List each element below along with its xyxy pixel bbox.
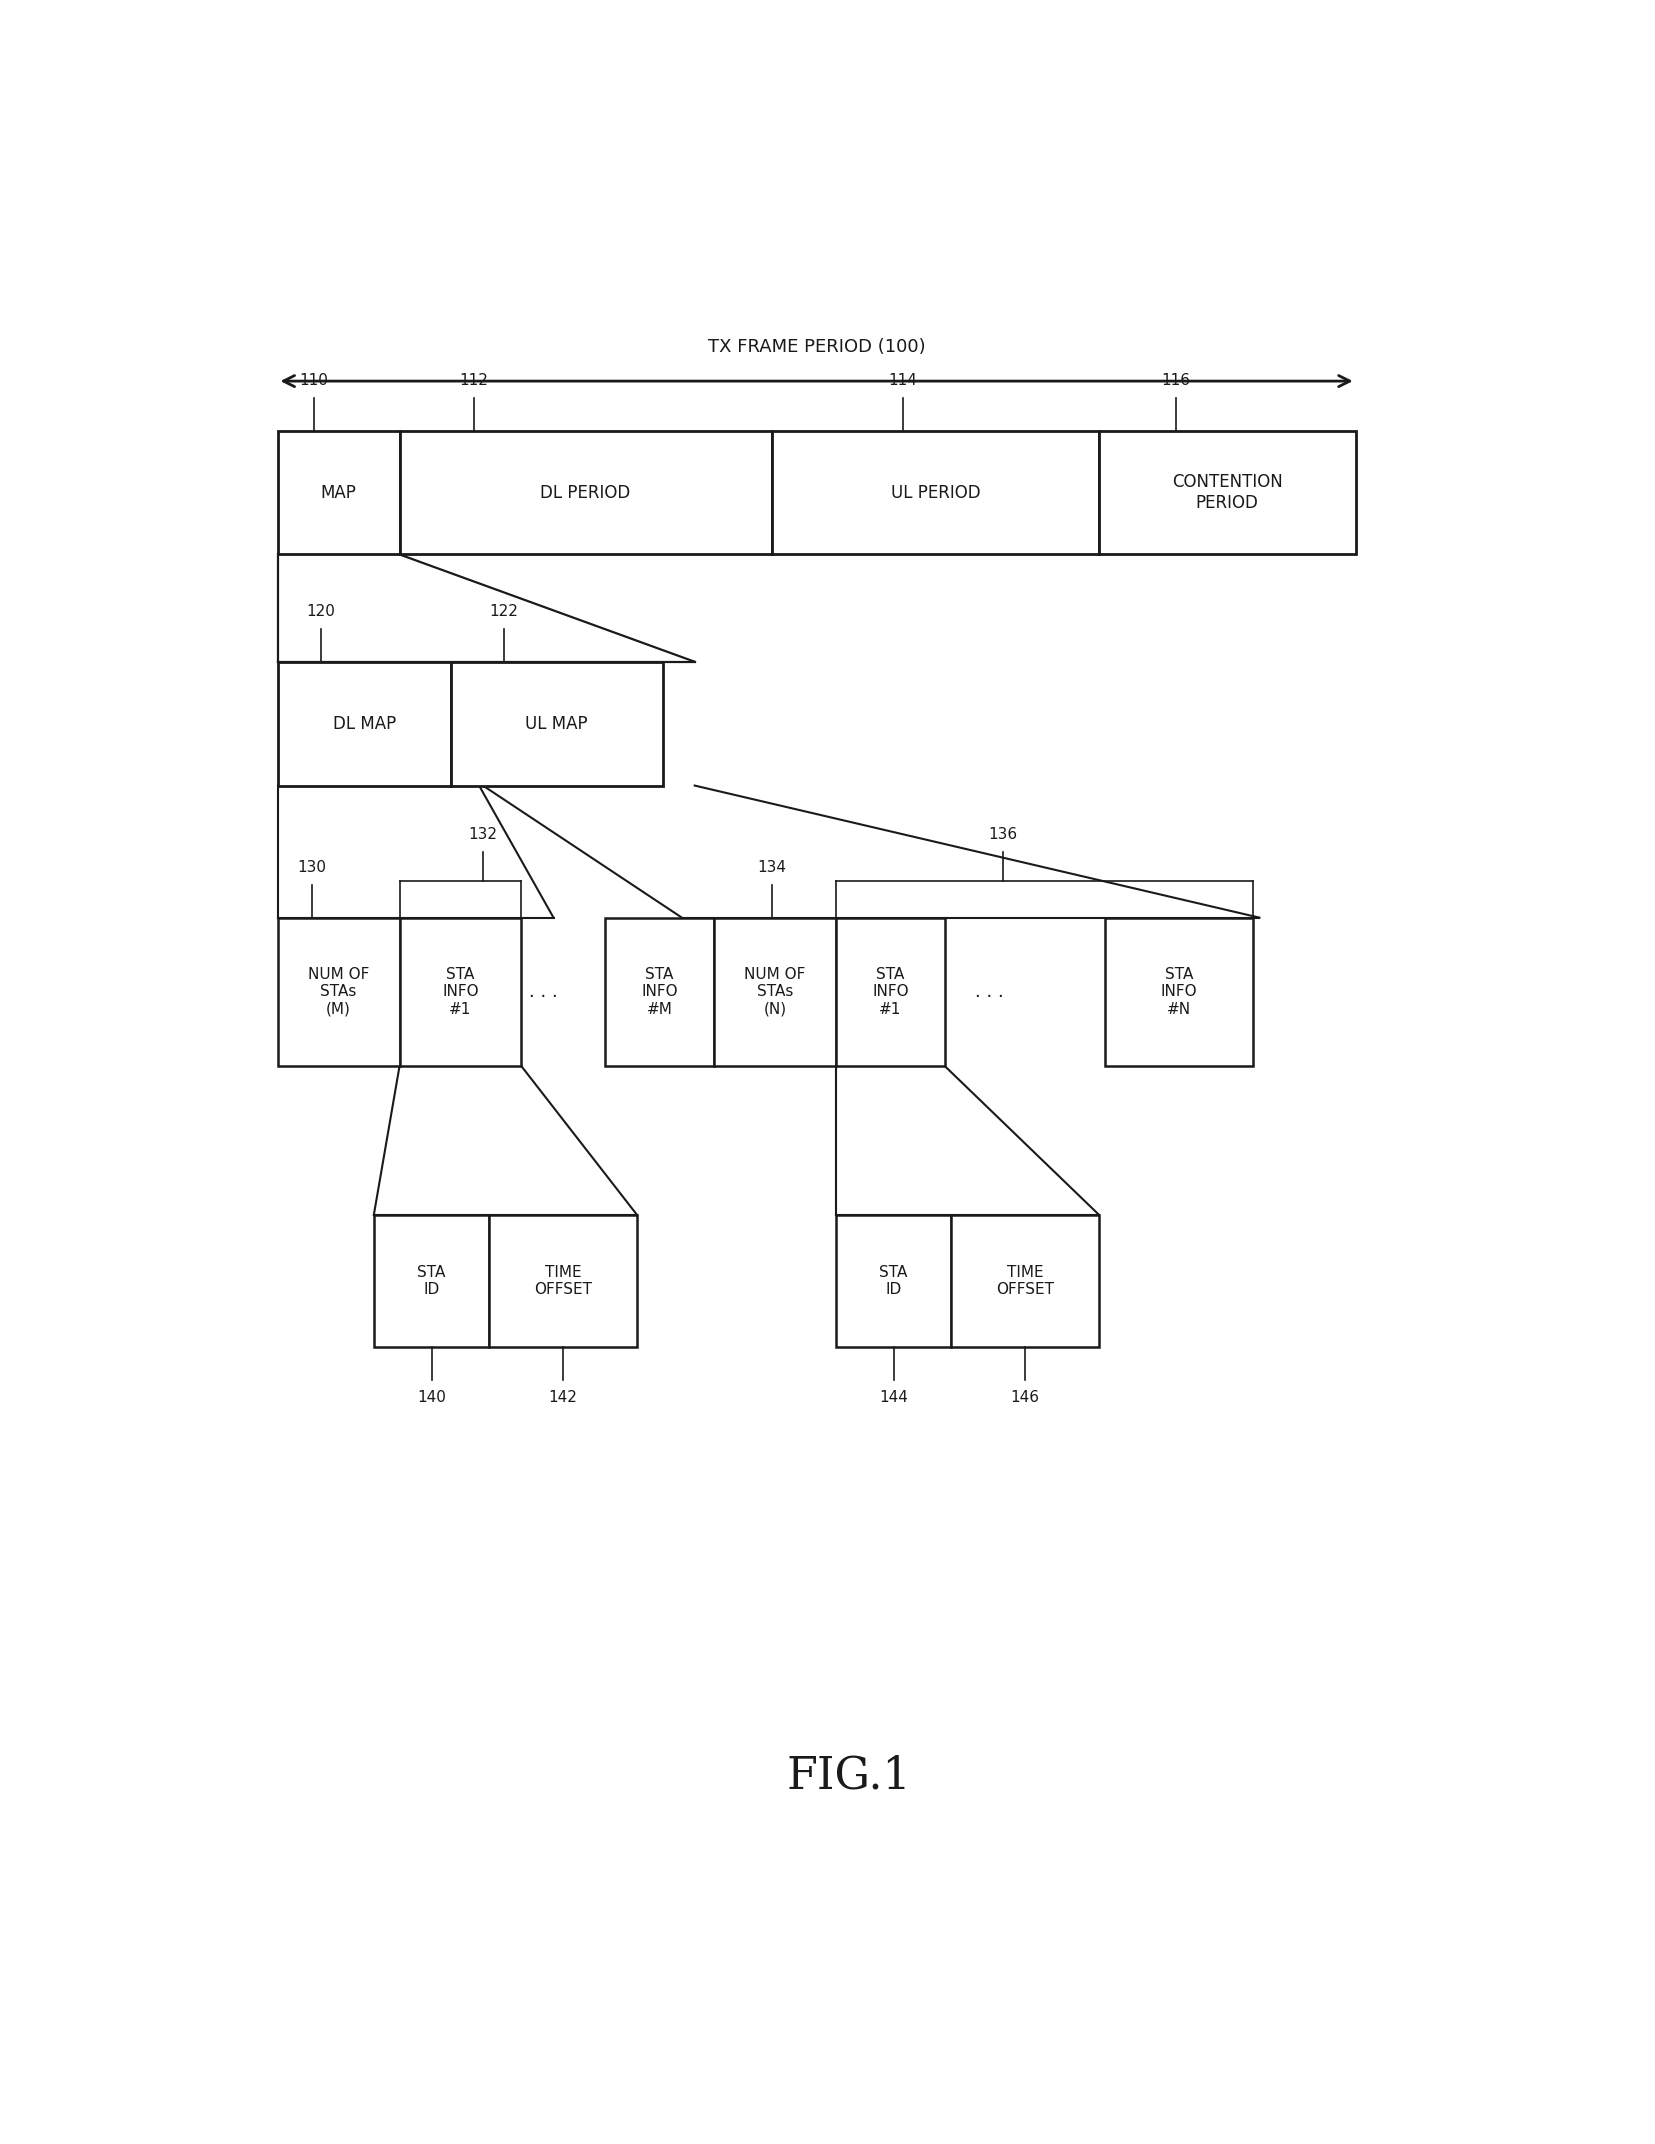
- Bar: [399, 918, 521, 1066]
- Text: 120: 120: [306, 605, 334, 620]
- Text: DL MAP: DL MAP: [333, 714, 396, 733]
- Bar: [836, 918, 945, 1066]
- Text: STA
INFO
#1: STA INFO #1: [442, 967, 478, 1016]
- Text: TIME
OFFSET: TIME OFFSET: [535, 1265, 592, 1297]
- Text: 114: 114: [887, 373, 917, 388]
- Text: 122: 122: [490, 605, 518, 620]
- Text: . . .: . . .: [528, 982, 558, 1001]
- Text: CONTENTION
PERIOD: CONTENTION PERIOD: [1172, 474, 1283, 512]
- Text: TX FRAME PERIOD (100): TX FRAME PERIOD (100): [707, 339, 925, 356]
- Text: 134: 134: [756, 860, 786, 875]
- Bar: [490, 1216, 637, 1346]
- Bar: [374, 1216, 490, 1346]
- Bar: [1099, 431, 1355, 555]
- Bar: [278, 662, 450, 785]
- Text: 144: 144: [879, 1389, 907, 1404]
- Bar: [604, 918, 713, 1066]
- Text: NUM OF
STAs
(N): NUM OF STAs (N): [743, 967, 804, 1016]
- Text: STA
INFO
#N: STA INFO #N: [1160, 967, 1197, 1016]
- Bar: [713, 918, 836, 1066]
- Text: TIME
OFFSET: TIME OFFSET: [996, 1265, 1054, 1297]
- Text: NUM OF
STAs
(M): NUM OF STAs (M): [308, 967, 369, 1016]
- Bar: [950, 1216, 1099, 1346]
- Text: STA
ID: STA ID: [879, 1265, 907, 1297]
- Text: 116: 116: [1160, 373, 1190, 388]
- Text: . . .: . . .: [975, 982, 1003, 1001]
- Bar: [278, 431, 399, 555]
- Text: 132: 132: [468, 828, 496, 843]
- Bar: [399, 431, 771, 555]
- Text: FIG.1: FIG.1: [786, 1754, 910, 1797]
- Bar: [1106, 918, 1253, 1066]
- Bar: [278, 918, 399, 1066]
- Text: 110: 110: [300, 373, 328, 388]
- Bar: [450, 662, 662, 785]
- Bar: [836, 1216, 950, 1346]
- Text: 136: 136: [988, 828, 1016, 843]
- Text: UL MAP: UL MAP: [525, 714, 588, 733]
- Text: 140: 140: [417, 1389, 445, 1404]
- Text: STA
ID: STA ID: [417, 1265, 445, 1297]
- Text: STA
INFO
#M: STA INFO #M: [640, 967, 677, 1016]
- Text: 112: 112: [458, 373, 488, 388]
- Text: 146: 146: [1010, 1389, 1039, 1404]
- Bar: [771, 431, 1099, 555]
- Text: DL PERIOD: DL PERIOD: [540, 485, 631, 502]
- Text: MAP: MAP: [321, 485, 356, 502]
- Text: 142: 142: [548, 1389, 578, 1404]
- Text: 130: 130: [298, 860, 326, 875]
- Text: STA
INFO
#1: STA INFO #1: [872, 967, 909, 1016]
- Text: UL PERIOD: UL PERIOD: [890, 485, 980, 502]
